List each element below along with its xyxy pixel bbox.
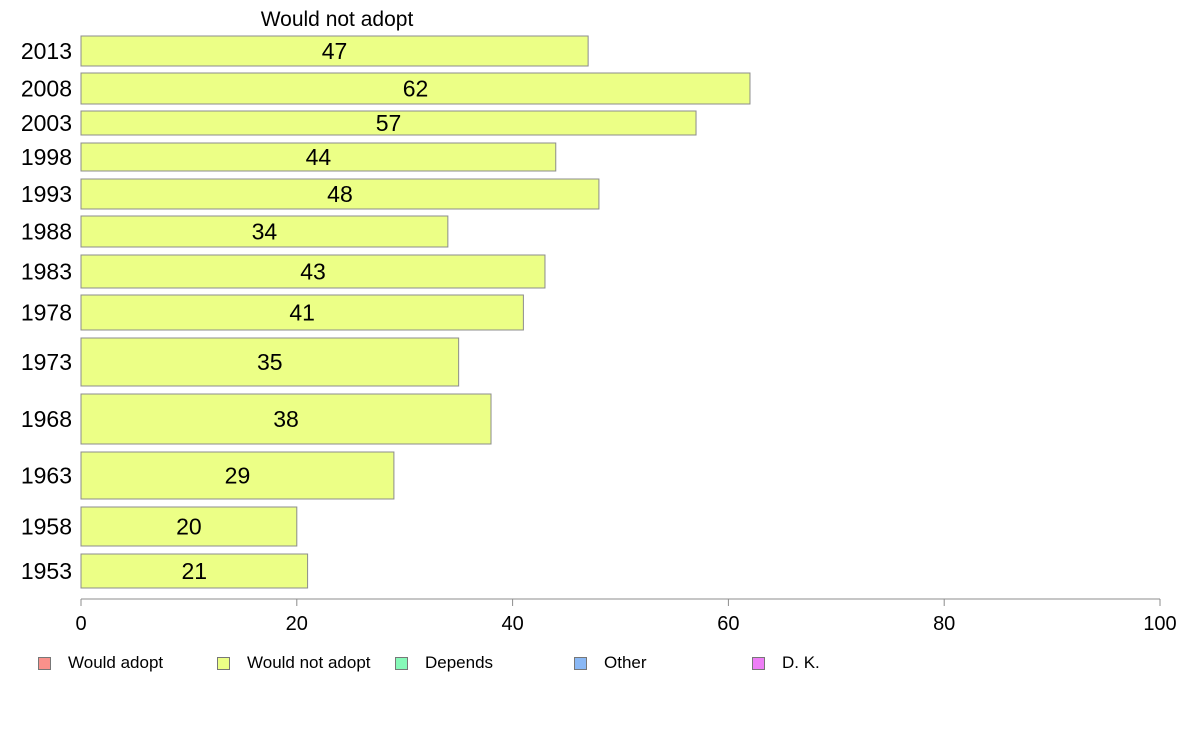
legend-swatch <box>38 656 51 670</box>
category-label: 1973 <box>21 349 72 375</box>
legend-swatch <box>395 656 408 670</box>
legend-label: Would not adopt <box>247 653 371 672</box>
legend-item-other: Other <box>574 652 647 674</box>
bar-value-label: 38 <box>273 406 299 432</box>
legend-label: D. K. <box>782 653 820 672</box>
category-label: 1993 <box>21 181 72 207</box>
category-label: 1998 <box>21 144 72 170</box>
bar-1953 <box>80 553 309 589</box>
bar-value-label: 34 <box>252 219 278 245</box>
legend-swatch <box>217 656 230 670</box>
legend-label: Would adopt <box>68 653 164 672</box>
category-label: 1988 <box>21 219 72 245</box>
legend-swatch <box>752 656 765 670</box>
x-axis: 0 20 40 60 80 100 <box>75 598 1177 635</box>
bar-value-label: 57 <box>376 110 402 136</box>
category-label: 2003 <box>21 110 72 136</box>
chart-title: Would not adopt <box>261 8 414 31</box>
bar-1983 <box>80 254 546 289</box>
category-label: 2008 <box>21 76 72 102</box>
x-tick-label: 20 <box>286 613 308 635</box>
category-label: 1978 <box>21 300 72 326</box>
x-tick-label: 80 <box>933 613 955 635</box>
legend-swatch <box>574 656 587 670</box>
category-label: 1953 <box>21 558 72 584</box>
legend-item-would-adopt: Would adopt <box>38 652 163 674</box>
bar-1993 <box>80 178 600 210</box>
bar-2008 <box>80 72 751 105</box>
bar-1998 <box>80 142 557 172</box>
bar-value-label: 44 <box>306 144 332 170</box>
bars-group: 47 2013 62 2008 57 2003 44 1998 48 1993 34 1988 43 19… <box>21 35 751 589</box>
legend-item-would-not-adopt: Would not adopt <box>217 652 371 674</box>
bar-value-label: 62 <box>403 76 429 102</box>
bar-value-label: 20 <box>176 514 202 540</box>
bar-value-label: 43 <box>300 259 326 285</box>
x-tick-label: 0 <box>75 613 86 635</box>
bar-1958 <box>80 506 298 547</box>
bar-value-label: 21 <box>181 558 207 584</box>
legend-label: Depends <box>425 653 494 672</box>
category-label: 1983 <box>21 259 72 285</box>
category-label: 1963 <box>21 463 72 489</box>
x-tick-label: 40 <box>501 613 523 635</box>
category-label: 1968 <box>21 406 72 432</box>
bar-value-label: 41 <box>289 300 315 326</box>
x-tick-label: 100 <box>1143 613 1176 635</box>
bar-2003 <box>80 110 697 136</box>
bar-1968 <box>80 393 492 445</box>
bar-value-label: 29 <box>225 463 251 489</box>
bar-value-label: 35 <box>257 349 283 375</box>
bar-1963 <box>80 451 395 500</box>
bar-1978 <box>80 294 524 331</box>
category-label: 1958 <box>21 514 72 540</box>
x-tick-label: 60 <box>717 613 739 635</box>
bar-value-label: 48 <box>327 181 353 207</box>
bar-2013 <box>80 35 589 67</box>
legend-item-dk: D. K. <box>752 652 820 674</box>
bar-value-label: 47 <box>322 38 348 64</box>
bar-1988 <box>80 215 449 248</box>
category-label: 2013 <box>21 38 72 64</box>
legend: Would adopt Would not adopt Depends Othe… <box>38 652 898 674</box>
bar-1973 <box>80 337 460 387</box>
legend-label: Other <box>604 653 647 672</box>
legend-item-depends: Depends <box>395 652 493 674</box>
